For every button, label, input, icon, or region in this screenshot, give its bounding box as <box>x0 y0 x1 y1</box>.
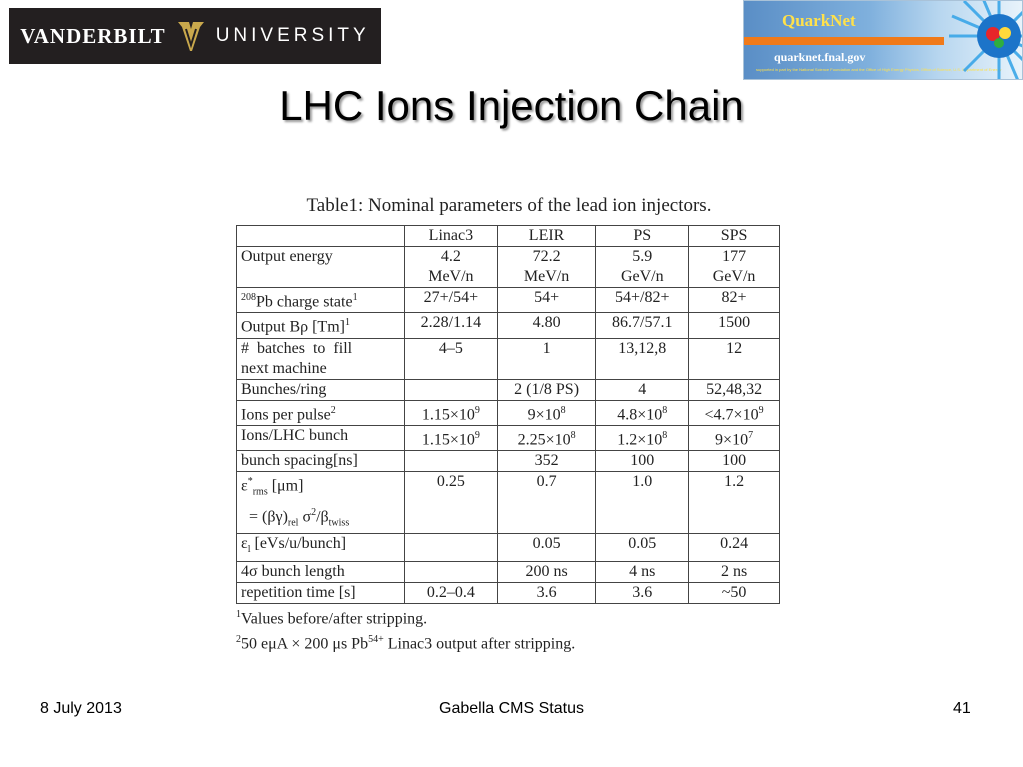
row-label: Ions per pulse2 <box>235 399 406 426</box>
table-cell: 200 ns <box>496 560 597 583</box>
table-cell: 177 GeV/n <box>688 246 780 288</box>
injector-parameters-table: Linac3 LEIR PS SPS Output energy 4.2 MeV/n… <box>235 225 780 604</box>
row-label: ε*rms [μm] = (βγ)rel σ2/βtwiss <box>235 471 406 535</box>
table-cell <box>404 560 498 583</box>
table-cell: 4.2 MeV/n <box>404 246 498 288</box>
vanderbilt-logo: VANDERBILT UNIVERSITY <box>9 8 381 64</box>
column-header-leir: LEIR <box>496 225 597 247</box>
table-row: ε*rms [μm] = (βγ)rel σ2/βtwiss 0.25 0.7 1.0… <box>235 471 780 535</box>
table-row: Ions/LHC bunch 1.15×109 2.25×108 1.2×108 9×1… <box>235 424 780 452</box>
table-cell: 3.6 <box>595 581 690 604</box>
table-cell: 1.15×109 <box>404 399 498 426</box>
table-cell: 1.15×109 <box>404 424 498 452</box>
table-row: 4σ bunch length 200 ns 4 ns 2 ns <box>235 560 780 583</box>
table-cell: 4 ns <box>595 560 690 583</box>
table-cell: 2 (1/8 PS) <box>496 378 597 401</box>
table-cell: 12 <box>688 337 780 380</box>
table-cell: 100 <box>595 450 690 473</box>
table-row: Bunches/ring 2 (1/8 PS) 4 52,48,32 <box>235 378 780 401</box>
table-cell <box>404 533 498 562</box>
slide-title: LHC Ions Injection Chain <box>279 82 744 129</box>
table-cell: 1.2 <box>688 471 780 535</box>
column-header-label <box>235 225 406 247</box>
row-label: 208Pb charge state1 <box>235 286 406 314</box>
table-cell: ~50 <box>688 581 780 604</box>
table-cell: 0.25 <box>404 471 498 535</box>
vanderbilt-wordmark: VANDERBILT <box>20 23 166 48</box>
table-row: 208Pb charge state1 27+/54+ 54+ 54+/82+ 82+ <box>235 286 780 314</box>
table-cell: 82+ <box>688 286 780 314</box>
table-cell: 0.24 <box>688 533 780 562</box>
table-cell: 0.7 <box>496 471 597 535</box>
table-cell: 2.28/1.14 <box>404 312 498 339</box>
injector-parameters-table-figure: Table1: Nominal parameters of the lead i… <box>235 195 782 654</box>
footer-date: 8 July 2013 <box>40 700 122 717</box>
table-cell: 86.7/57.1 <box>595 312 690 339</box>
table-cell <box>404 450 498 473</box>
footer-page-number: 41 <box>953 700 971 717</box>
table-cell: 2.25×108 <box>496 424 597 452</box>
row-label: # batches to fill next machine <box>235 337 406 380</box>
quarknet-logo: QuarkNet quarknet.fnal.gov supported in … <box>743 0 1023 80</box>
table-cell: 2 ns <box>688 560 780 583</box>
table-cell: 352 <box>496 450 597 473</box>
quarknet-url: quarknet.fnal.gov <box>774 50 866 64</box>
table-row: Output energy 4.2 MeV/n 72.2 MeV/n 5.9 GeV/n 17… <box>235 246 780 288</box>
table-cell: 100 <box>688 450 780 473</box>
table-cell: 0.05 <box>595 533 690 562</box>
quarknet-title: QuarkNet <box>782 11 856 30</box>
table-cell: 3.6 <box>496 581 597 604</box>
table-cell: <4.7×109 <box>688 399 780 426</box>
table-cell: 13,12,8 <box>595 337 690 380</box>
university-wordmark: UNIVERSITY <box>215 25 370 46</box>
table-header-row: Linac3 LEIR PS SPS <box>235 225 780 247</box>
table-cell: 52,48,32 <box>688 378 780 401</box>
table-cell: 72.2 MeV/n <box>496 246 597 288</box>
table-row: # batches to fill next machine 4–5 1 13,12,8… <box>235 337 780 380</box>
row-label: repetition time [s] <box>235 581 406 604</box>
table-caption: Table1: Nominal parameters of the lead i… <box>306 195 712 216</box>
table-row: εl [eVs/u/bunch] 0.05 0.05 0.24 <box>235 533 780 562</box>
table-cell: 9×107 <box>688 424 780 452</box>
table-cell: 4–5 <box>404 337 498 380</box>
table-cell <box>404 378 498 401</box>
table-row: repetition time [s] 0.2–0.4 3.6 3.6 ~50 <box>235 581 780 604</box>
table-cell: 1.2×108 <box>595 424 690 452</box>
table-cell: 1500 <box>688 312 780 339</box>
row-label: Output Bρ [Tm]1 <box>235 312 406 339</box>
row-label: Bunches/ring <box>235 378 406 401</box>
table-cell: 27+/54+ <box>404 286 498 314</box>
quarknet-fine-print: supported in part by the National Scienc… <box>756 67 1002 72</box>
table-cell: 54+/82+ <box>595 286 690 314</box>
table-cell: 5.9 GeV/n <box>595 246 690 288</box>
table-cell: 0.05 <box>496 533 597 562</box>
table-cell: 4 <box>595 378 690 401</box>
table-footnote-2: 250 eμA × 200 μs Pb54+ Linac3 output aft… <box>236 633 576 653</box>
quarknet-orange-stripe <box>744 37 944 45</box>
table-cell: 54+ <box>496 286 597 314</box>
table-row: bunch spacing[ns] 352 100 100 <box>235 450 780 473</box>
table-cell: 0.2–0.4 <box>404 581 498 604</box>
quarknet-starburst-icon <box>949 1 1022 79</box>
table-row: Ions per pulse2 1.15×109 9×108 4.8×108 <4.7×… <box>235 399 780 426</box>
table-footnote-1: 1Values before/after stripping. <box>236 608 428 627</box>
column-header-sps: SPS <box>688 225 780 247</box>
vanderbilt-oak-leaf-v-icon <box>177 22 204 51</box>
table-cell: 1.0 <box>595 471 690 535</box>
row-label: εl [eVs/u/bunch] <box>235 533 406 562</box>
row-label: 4σ bunch length <box>235 560 406 583</box>
table-cell: 9×108 <box>496 399 597 426</box>
column-header-ps: PS <box>595 225 690 247</box>
table-cell: 4.80 <box>496 312 597 339</box>
footer-title: Gabella CMS Status <box>439 700 584 717</box>
table-cell: 1 <box>496 337 597 380</box>
column-header-linac3: Linac3 <box>404 225 498 247</box>
table-row: Output Bρ [Tm]1 2.28/1.14 4.80 86.7/57.1 150… <box>235 312 780 339</box>
row-label: bunch spacing[ns] <box>235 450 406 473</box>
row-label: Output energy <box>235 246 406 288</box>
row-label: Ions/LHC bunch <box>235 424 406 452</box>
table-cell: 4.8×108 <box>595 399 690 426</box>
